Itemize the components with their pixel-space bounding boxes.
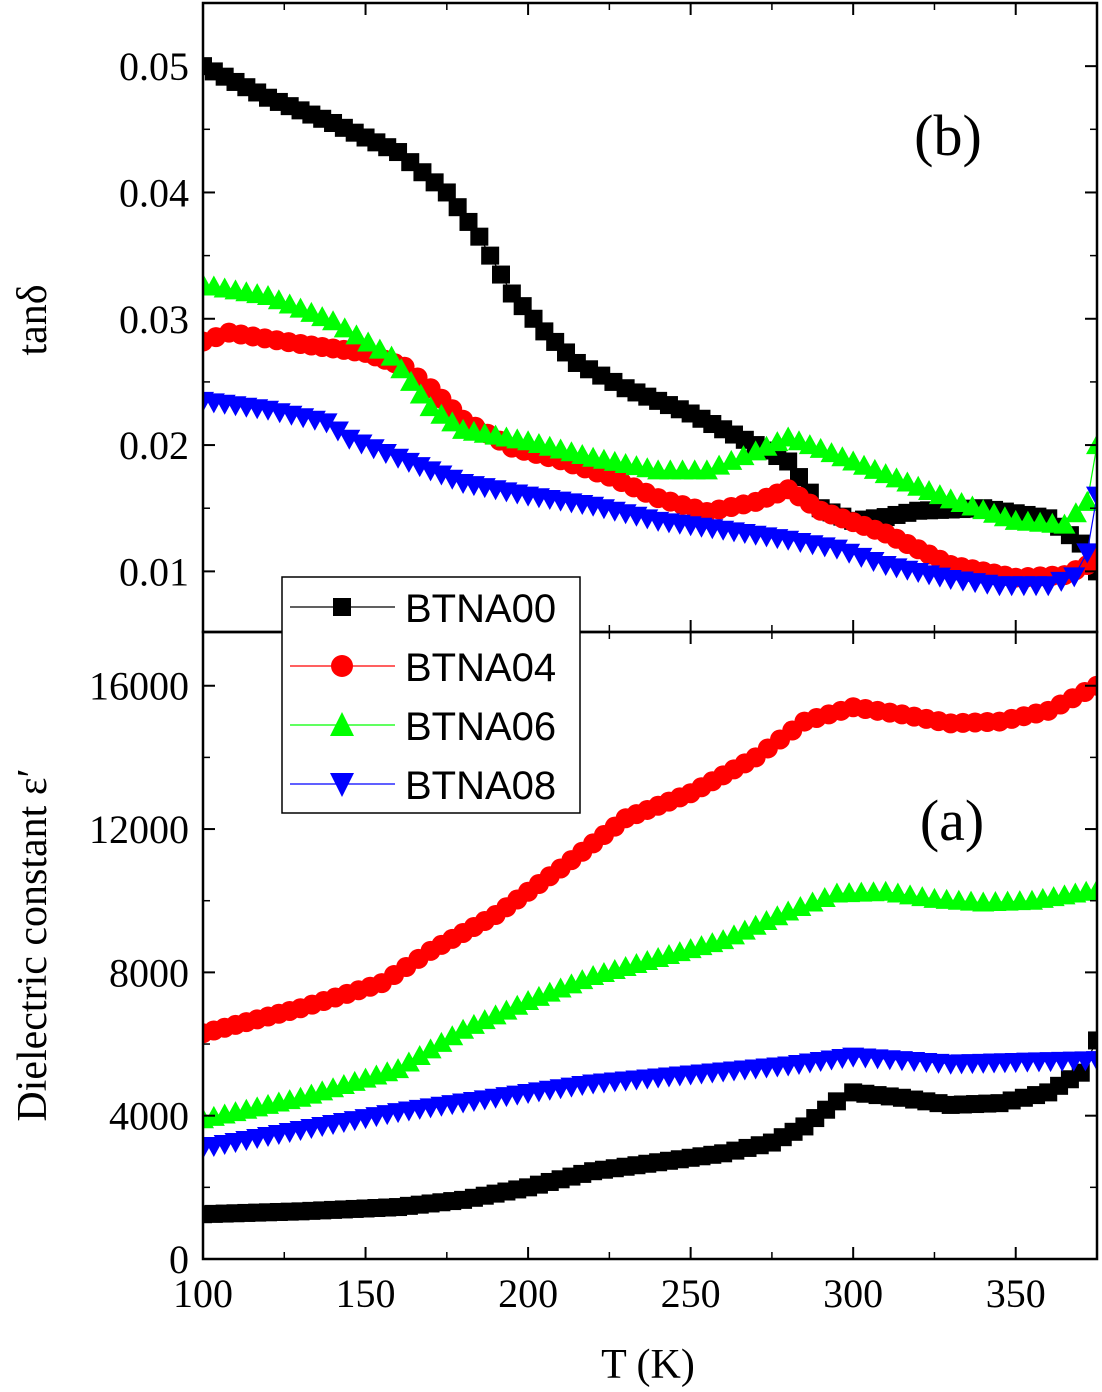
series-btna06: [203, 878, 1097, 1129]
data-point: [1037, 576, 1060, 597]
series-btna04: [203, 322, 1097, 588]
data-point: [779, 452, 798, 471]
panel-label-a: (a): [920, 788, 984, 853]
y-tick-label: 0.01: [119, 549, 189, 594]
data-point: [380, 345, 403, 366]
y-tick-label: 0.03: [119, 297, 189, 342]
data-point: [400, 370, 423, 391]
data-point: [345, 324, 368, 345]
data-point: [492, 265, 510, 284]
tan-delta-panel: 0.01 0.02 0.03 0.04 0.05: [119, 1, 1099, 634]
data-point: [1088, 1031, 1097, 1050]
data-point: [1086, 486, 1097, 507]
legend-marker-triangle-up: [330, 712, 354, 736]
data-point: [481, 246, 500, 265]
data-point: [1086, 1051, 1097, 1072]
data-point: [333, 317, 356, 338]
series-line: [203, 332, 1097, 579]
legend: BTNA00 BTNA04 BTNA06 BTNA08: [281, 576, 581, 814]
x-tick-label: 300: [823, 1271, 883, 1316]
x-tick-label: 200: [498, 1271, 558, 1316]
series-btna00: [203, 1031, 1097, 1224]
data-point: [1063, 567, 1086, 588]
y-tick-label: 16000: [89, 664, 189, 709]
x-tick-label: 150: [336, 1271, 396, 1316]
data-point: [397, 1051, 420, 1072]
data-point: [448, 198, 467, 217]
data-point: [368, 338, 391, 359]
series-btna04: [203, 675, 1097, 1044]
legend-marker-triangle-down: [330, 773, 354, 797]
legend-label: BTNA08: [405, 764, 556, 808]
data-point: [441, 411, 464, 432]
data-point: [1053, 513, 1076, 534]
data-point: [430, 1031, 453, 1052]
data-point: [441, 1025, 464, 1046]
data-point: [1064, 502, 1087, 523]
data-point: [326, 421, 349, 442]
plot-frame: [201, 630, 1099, 1261]
data-point: [390, 358, 413, 379]
tan-delta-axis-title: tanδ: [10, 284, 56, 355]
data-point: [459, 212, 478, 231]
series-btna06: [203, 273, 1097, 534]
data-point: [315, 413, 338, 434]
x-tick-label: 350: [986, 1271, 1046, 1316]
data-point: [409, 383, 432, 404]
legend-item-btna06: BTNA06: [290, 705, 556, 749]
x-axis-title: T (K): [601, 1342, 695, 1388]
data-point: [430, 403, 453, 424]
series-btna08: [203, 391, 1097, 597]
plot-area: [203, 675, 1097, 1224]
legend-item-btna08: BTNA08: [290, 764, 556, 808]
data-point: [1076, 490, 1097, 511]
y-tick-label: 0.05: [119, 44, 189, 89]
plot-area: [203, 57, 1097, 597]
data-point: [408, 1044, 431, 1065]
data-point: [419, 1038, 442, 1059]
data-point: [827, 1092, 846, 1111]
data-point: [387, 1058, 410, 1079]
data-point: [419, 396, 442, 417]
dielectric-constant-panel: 0 4000 8000 12000 16000 100 150 200 250 300 350: [89, 630, 1099, 1316]
y-tick-label: 0.04: [119, 170, 189, 215]
data-point: [322, 310, 345, 331]
legend-label: BTNA06: [405, 705, 556, 749]
series-btna08: [203, 1047, 1097, 1159]
dielectric-axis-title: Dielectric constant ε′: [10, 768, 56, 1121]
plot-frame: [201, 1, 1099, 634]
y-tick-label: 0: [169, 1237, 189, 1282]
x-tick-label: 250: [661, 1271, 721, 1316]
panel-label-b: (b): [914, 103, 982, 168]
y-tick-label: 4000: [109, 1094, 189, 1139]
legend-marker-square: [333, 598, 351, 616]
legend-label: BTNA04: [405, 646, 556, 690]
x-tick-label: 100: [173, 1271, 233, 1316]
legend-label: BTNA00: [405, 587, 556, 631]
data-point: [1086, 878, 1097, 899]
data-point: [470, 227, 489, 246]
data-point: [1050, 571, 1073, 592]
legend-item-btna04: BTNA04: [290, 646, 556, 690]
legend-marker-circle: [331, 655, 353, 677]
y-tick-label: 8000: [109, 950, 189, 995]
data-point: [357, 331, 380, 352]
legend-item-btna00: BTNA00: [290, 587, 556, 631]
y-tick-label: 12000: [89, 807, 189, 852]
y-tick-label: 0.02: [119, 423, 189, 468]
data-point: [437, 183, 456, 202]
data-point: [1076, 543, 1097, 564]
